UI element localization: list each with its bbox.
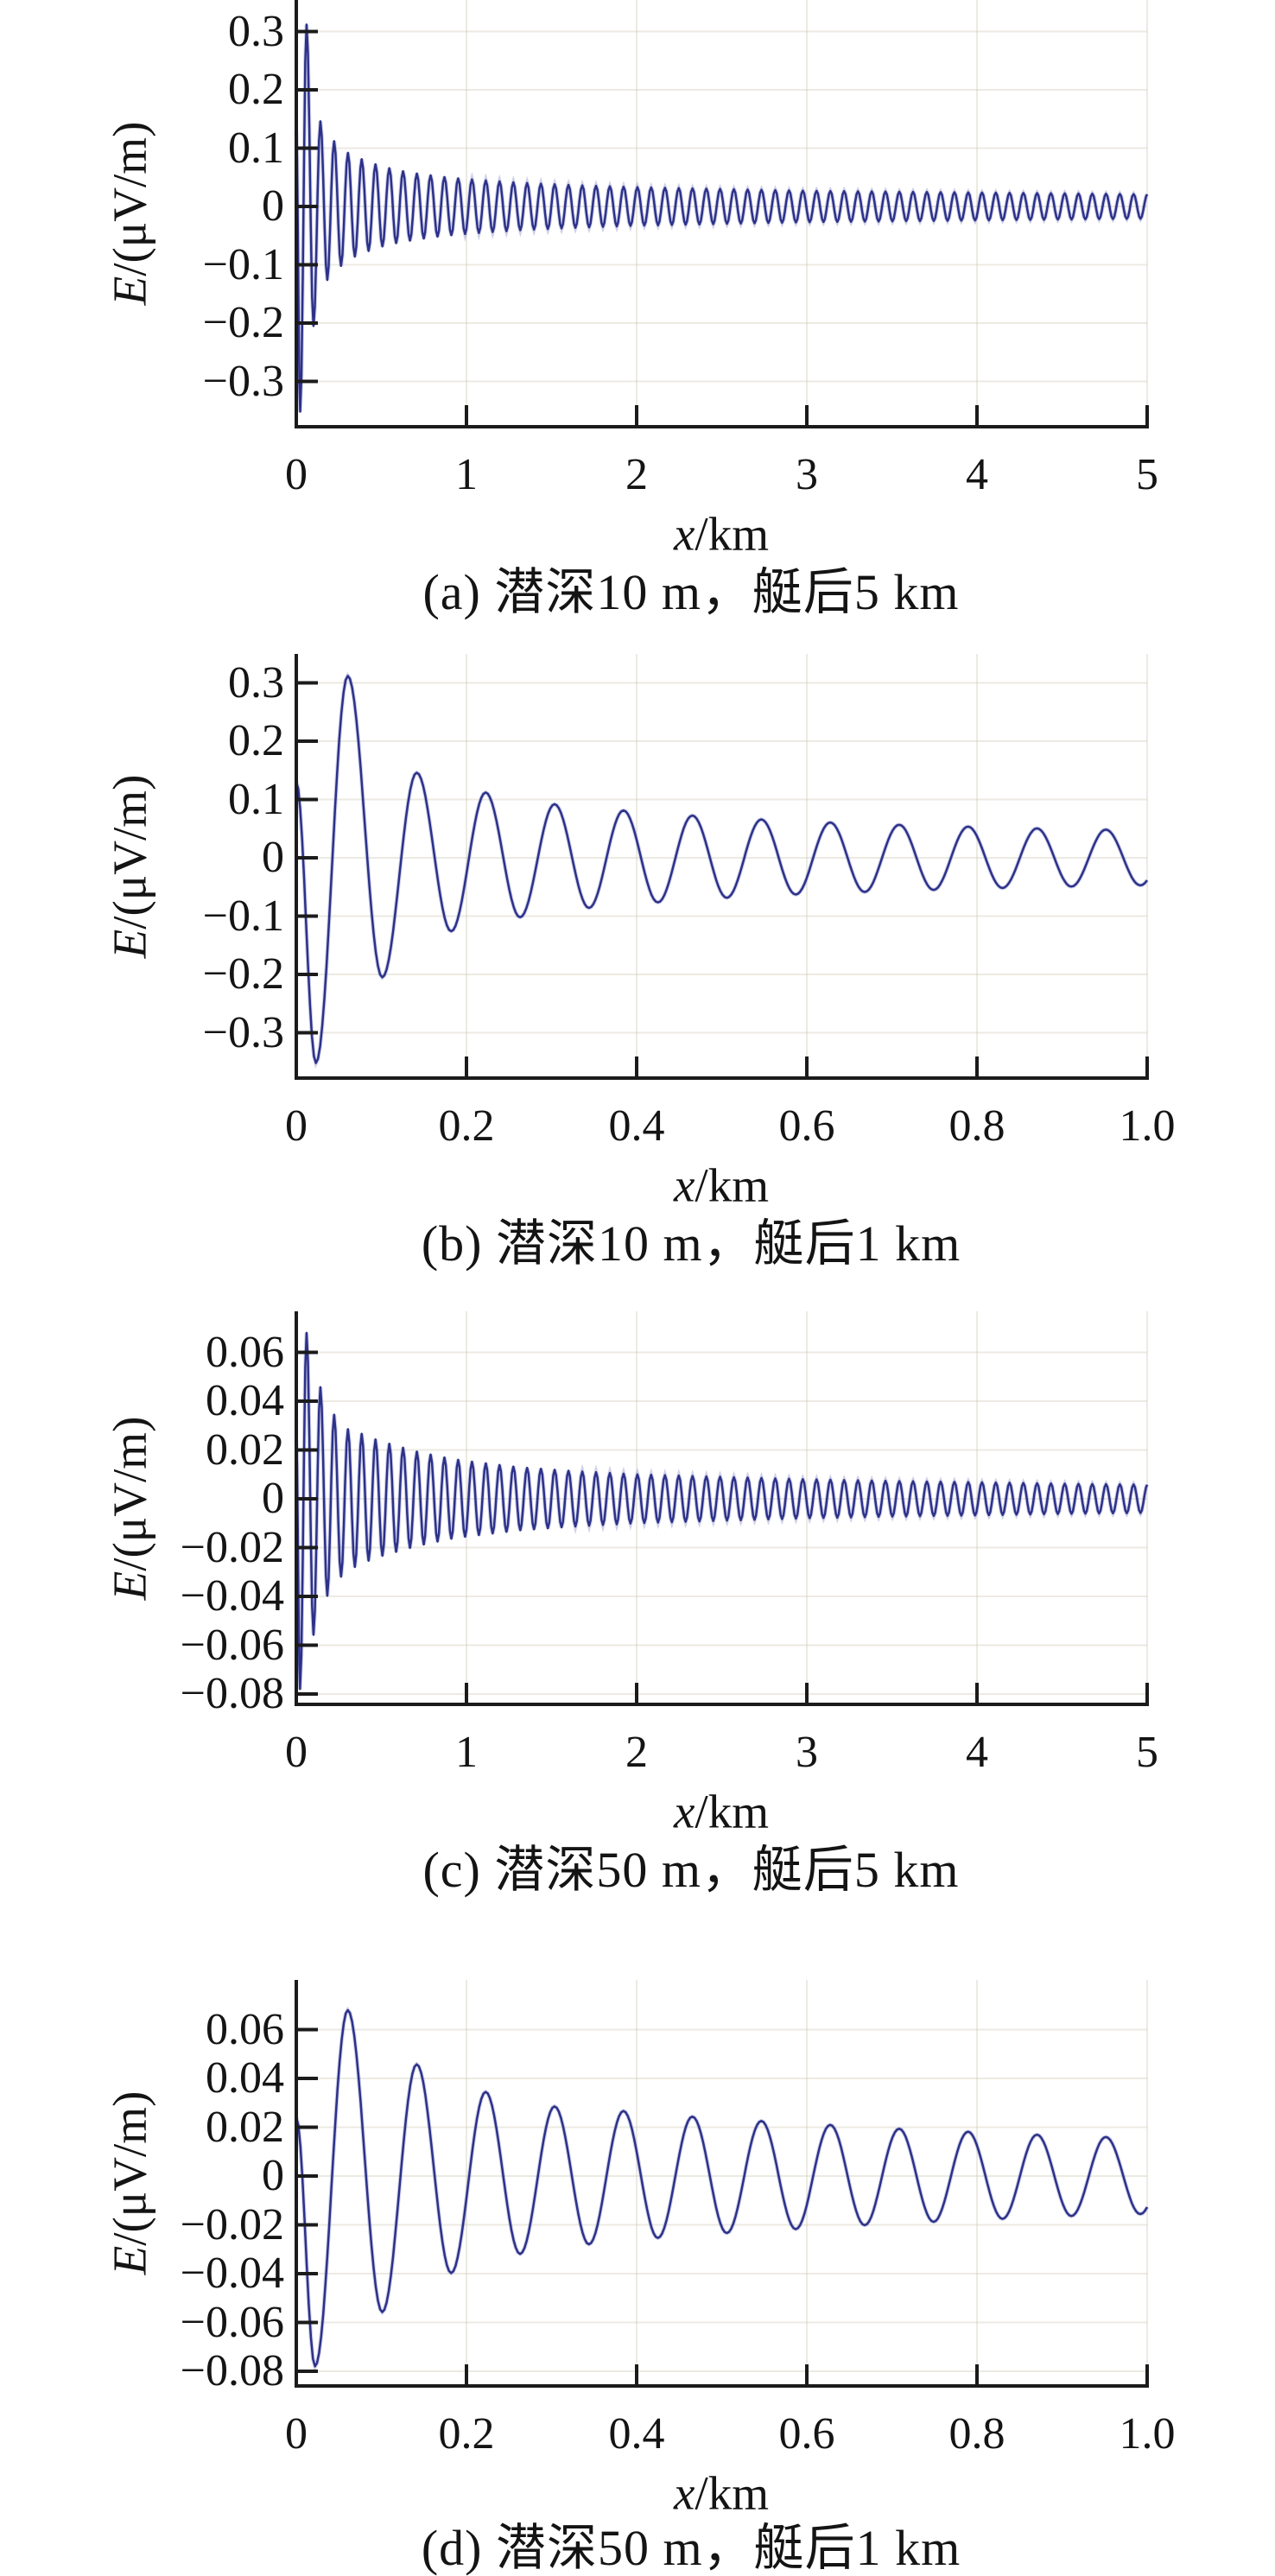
caption-d: (d) 潜深50 m，艇后1 km bbox=[421, 2520, 961, 2576]
y-axis-label-c: E/(μV/m) bbox=[103, 1416, 156, 1600]
x-tick-label-c: 2 bbox=[625, 1728, 648, 1777]
y-tick-label-b: −0.3 bbox=[202, 1007, 284, 1057]
y-tick-label-d: 0.02 bbox=[206, 2102, 284, 2152]
x-axis-label-symbol: x bbox=[674, 507, 695, 561]
x-axis-label-symbol: x bbox=[674, 2466, 695, 2520]
y-tick-label-c: 0.04 bbox=[206, 1376, 284, 1425]
waveform-halo-a bbox=[294, 24, 1150, 412]
x-tick-label-d: 0.6 bbox=[778, 2409, 835, 2459]
y-axis-label-symbol: E bbox=[103, 276, 156, 306]
x-tick-label-a: 4 bbox=[966, 450, 988, 499]
x-tick-label-d: 0.8 bbox=[948, 2409, 1005, 2459]
y-axis-label-unit: /(μV/m) bbox=[103, 1416, 156, 1571]
x-tick-label-d: 1.0 bbox=[1119, 2409, 1176, 2459]
y-tick-label-a: 0.2 bbox=[228, 65, 284, 114]
x-tick-label-d: 0.2 bbox=[438, 2409, 495, 2459]
y-axis-label-unit: /(μV/m) bbox=[103, 2091, 156, 2246]
y-tick-label-a: −0.3 bbox=[202, 356, 284, 406]
x-tick-label-b: 0.6 bbox=[778, 1101, 835, 1151]
x-tick-label-d: 0 bbox=[285, 2409, 308, 2459]
y-tick-label-d: −0.06 bbox=[180, 2297, 284, 2347]
x-tick-label-a: 5 bbox=[1136, 450, 1158, 499]
x-tick-label-b: 1.0 bbox=[1119, 1101, 1176, 1151]
x-tick-label-a: 1 bbox=[455, 450, 478, 499]
y-tick-label-d: −0.02 bbox=[180, 2199, 284, 2249]
y-tick-label-d: −0.08 bbox=[180, 2346, 284, 2395]
x-tick-label-b: 0.8 bbox=[948, 1101, 1005, 1151]
waveform-halo-c bbox=[294, 1332, 1150, 1690]
y-tick-label-a: 0.3 bbox=[228, 6, 284, 56]
waveform-c bbox=[295, 1331, 1149, 1691]
waveform-d bbox=[295, 2008, 1149, 2368]
x-tick-label-a: 3 bbox=[796, 450, 818, 499]
y-tick-label-d: 0.04 bbox=[206, 2053, 284, 2103]
x-axis-label-unit: /km bbox=[695, 1158, 769, 1212]
x-tick-label-c: 4 bbox=[966, 1728, 988, 1777]
y-axis-label-symbol: E bbox=[103, 1570, 156, 1600]
y-tick-label-a: 0.1 bbox=[228, 123, 284, 173]
y-tick-label-a: −0.2 bbox=[202, 298, 284, 347]
x-tick-label-a: 0 bbox=[285, 450, 308, 499]
caption-c: (c) 潜深50 m，艇后5 km bbox=[422, 1842, 960, 1898]
panel-b bbox=[294, 654, 1149, 1080]
y-tick-label-c: −0.04 bbox=[180, 1571, 284, 1621]
caption-a: (a) 潜深10 m，艇后5 km bbox=[422, 564, 960, 620]
y-tick-label-c: −0.06 bbox=[180, 1620, 284, 1670]
y-axis-label-d: E/(μV/m) bbox=[103, 2091, 156, 2275]
y-tick-label-d: 0 bbox=[262, 2151, 284, 2200]
x-tick-label-b: 0.4 bbox=[608, 1101, 665, 1151]
y-tick-label-d: 0.06 bbox=[206, 2004, 284, 2054]
y-axis-label-symbol: E bbox=[103, 929, 156, 958]
y-axis-label-symbol: E bbox=[103, 2245, 156, 2275]
y-tick-label-b: −0.1 bbox=[202, 891, 284, 941]
x-axis-label-unit: /km bbox=[695, 507, 769, 561]
y-tick-label-b: 0.2 bbox=[228, 716, 284, 765]
waveform-halo-d bbox=[294, 2006, 1150, 2372]
x-axis-label-c: x/km bbox=[674, 1788, 769, 1836]
x-axis-label-a: x/km bbox=[674, 511, 769, 558]
y-tick-label-b: 0 bbox=[262, 833, 284, 882]
x-axis-label-b: x/km bbox=[674, 1162, 769, 1209]
x-tick-label-b: 0.2 bbox=[438, 1101, 495, 1151]
x-axis-label-unit: /km bbox=[695, 1785, 769, 1838]
y-tick-label-c: 0 bbox=[262, 1474, 284, 1523]
y-tick-label-c: 0.02 bbox=[206, 1424, 284, 1475]
y-tick-label-c: 0.06 bbox=[206, 1327, 284, 1377]
caption-b: (b) 潜深10 m，艇后1 km bbox=[421, 1215, 961, 1272]
y-tick-label-b: 0.3 bbox=[228, 657, 284, 707]
waveform-b bbox=[295, 675, 1148, 1064]
x-tick-label-b: 0 bbox=[285, 1101, 308, 1151]
x-tick-label-c: 1 bbox=[455, 1728, 478, 1777]
x-tick-label-c: 0 bbox=[285, 1728, 308, 1777]
x-axis-label-symbol: x bbox=[674, 1158, 695, 1212]
y-tick-label-b: 0.1 bbox=[228, 774, 284, 824]
x-axis-label-unit: /km bbox=[695, 2466, 769, 2520]
x-tick-label-c: 5 bbox=[1136, 1728, 1158, 1777]
x-tick-label-d: 0.4 bbox=[608, 2409, 665, 2459]
y-tick-label-c: −0.08 bbox=[180, 1669, 284, 1718]
y-tick-label-d: −0.04 bbox=[180, 2249, 284, 2298]
y-tick-label-a: 0 bbox=[262, 181, 284, 231]
x-tick-label-c: 3 bbox=[796, 1728, 818, 1777]
y-tick-label-a: −0.1 bbox=[202, 239, 284, 289]
waveform-halo-b bbox=[294, 672, 1149, 1069]
panel-d bbox=[294, 1980, 1150, 2388]
y-axis-label-unit: /(μV/m) bbox=[103, 121, 156, 276]
waveform-a bbox=[295, 23, 1149, 413]
y-tick-label-b: −0.2 bbox=[202, 949, 284, 999]
panel-c bbox=[294, 1311, 1150, 1706]
y-axis-label-unit: /(μV/m) bbox=[103, 774, 156, 930]
x-axis-label-symbol: x bbox=[674, 1785, 695, 1838]
y-tick-label-c: −0.02 bbox=[180, 1522, 284, 1572]
x-axis-label-d: x/km bbox=[674, 2470, 769, 2517]
x-tick-label-a: 2 bbox=[625, 450, 648, 499]
panel-a bbox=[294, 0, 1150, 428]
y-axis-label-a: E/(μV/m) bbox=[103, 121, 156, 306]
y-axis-label-b: E/(μV/m) bbox=[103, 774, 156, 958]
